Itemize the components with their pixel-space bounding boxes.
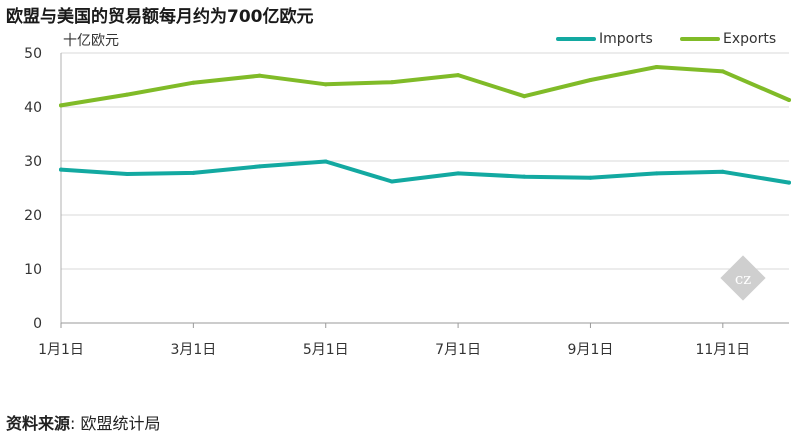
x-tick-label: 11月1日 bbox=[695, 342, 750, 358]
data-point-exports bbox=[787, 97, 791, 102]
series-line-exports bbox=[59, 65, 791, 108]
chart-title: 欧盟与美国的贸易额每月约为700亿欧元 bbox=[6, 7, 314, 27]
y-axis-unit-label: 十亿欧元 bbox=[63, 33, 119, 49]
data-point-exports bbox=[456, 73, 461, 78]
data-point-exports bbox=[125, 92, 130, 97]
legend-item-exports: Exports bbox=[680, 31, 776, 47]
source-label: 资料来源 bbox=[6, 414, 71, 433]
data-point-exports bbox=[59, 103, 63, 108]
x-tick-label: 7月1日 bbox=[435, 342, 481, 358]
source-separator: : bbox=[70, 414, 76, 433]
data-point-imports bbox=[191, 170, 196, 175]
y-tick-label: 0 bbox=[33, 316, 42, 332]
data-point-exports bbox=[720, 69, 725, 74]
data-point-exports bbox=[522, 94, 527, 99]
legend-swatch-exports bbox=[680, 37, 720, 41]
data-point-imports bbox=[323, 159, 328, 164]
data-point-imports bbox=[654, 171, 659, 176]
data-point-imports bbox=[456, 171, 461, 176]
series-line-imports bbox=[59, 159, 791, 185]
data-point-exports bbox=[257, 73, 262, 78]
x-tick-label: 5月1日 bbox=[303, 342, 349, 358]
data-point-imports bbox=[389, 179, 394, 184]
legend-label-exports: Exports bbox=[723, 31, 777, 47]
watermark-logo-mark: cz bbox=[735, 270, 751, 288]
data-point-exports bbox=[654, 65, 659, 70]
legend-swatch-imports bbox=[556, 37, 596, 41]
data-point-exports bbox=[588, 78, 593, 82]
data-point-imports bbox=[522, 174, 527, 179]
data-point-imports bbox=[588, 175, 593, 180]
y-tick-label: 20 bbox=[24, 208, 42, 224]
y-tick-label: 10 bbox=[24, 262, 42, 278]
data-point-imports bbox=[720, 169, 725, 174]
legend-item-imports: Imports bbox=[556, 31, 653, 47]
data-point-imports bbox=[59, 167, 63, 172]
legend-label-imports: Imports bbox=[599, 31, 653, 47]
data-point-exports bbox=[389, 80, 394, 85]
x-tick-label: 1月1日 bbox=[38, 342, 84, 358]
source-note: 资料来源: 欧盟统计局 bbox=[6, 410, 161, 434]
y-tick-label: 30 bbox=[24, 154, 42, 170]
data-point-imports bbox=[125, 171, 130, 176]
x-tick-label: 9月1日 bbox=[568, 342, 614, 358]
data-point-imports bbox=[257, 164, 262, 169]
data-point-exports bbox=[191, 80, 196, 85]
data-point-imports bbox=[787, 180, 791, 185]
y-tick-label: 40 bbox=[24, 100, 42, 116]
x-tick-label: 3月1日 bbox=[170, 342, 216, 358]
data-point-exports bbox=[323, 82, 328, 87]
y-tick-label: 50 bbox=[24, 46, 42, 62]
source-text: 欧盟统计局 bbox=[80, 414, 161, 433]
